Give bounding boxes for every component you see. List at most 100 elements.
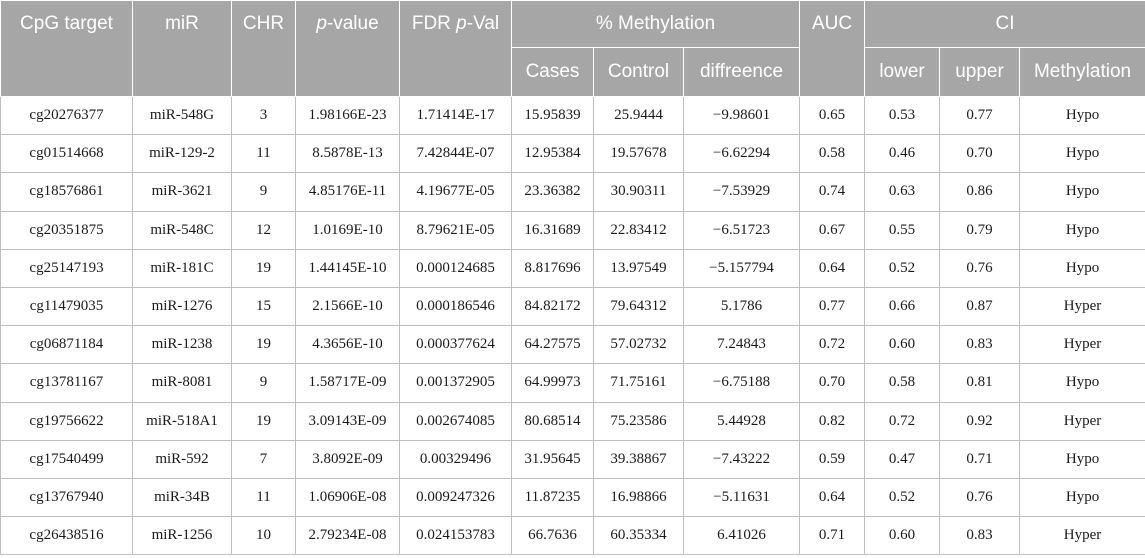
table-row: cg06871184 miR-1238 19 4.3656E-10 0.00037762…: [0, 325, 1145, 365]
cell-methylation: Hyper: [1019, 325, 1145, 365]
cell-pvalue: 4.3656E-10: [295, 325, 400, 365]
cell-difference: −7.53929: [682, 172, 801, 212]
cell-fdr-pval: 0.024153783: [399, 516, 512, 556]
cell-difference: −6.62294: [682, 134, 801, 174]
cell-auc: 0.65: [799, 95, 866, 136]
cell-difference: −5.11631: [682, 477, 801, 518]
cell-pvalue: 1.98166E-23: [295, 95, 400, 136]
fdr-suffix: -Val: [466, 13, 500, 34]
col-header-mir: miR: [132, 0, 232, 97]
cell-control: 16.98866: [593, 477, 684, 518]
col-header-cases: Cases: [511, 47, 594, 97]
cell-pvalue: 1.44145E-10: [295, 248, 400, 288]
cell-ci-upper: 0.92: [939, 401, 1021, 441]
cell-cpg-target: cg06871184: [0, 325, 133, 365]
cell-cpg-target: cg13767940: [0, 477, 133, 518]
cell-methylation: Hypo: [1019, 363, 1145, 403]
cell-mir: miR-548G: [132, 95, 232, 136]
cell-cpg-target: cg20276377: [0, 95, 133, 136]
cell-cases: 64.27575: [511, 325, 594, 365]
cell-chr: 11: [231, 134, 296, 174]
cell-control: 39.38867: [593, 439, 684, 479]
cell-chr: 11: [231, 477, 296, 518]
cell-difference: −6.75188: [682, 363, 801, 403]
cell-chr: 7: [231, 439, 296, 479]
cell-pvalue: 8.5878E-13: [295, 134, 400, 174]
cell-cases: 84.82172: [511, 286, 594, 327]
cell-ci-upper: 0.83: [939, 325, 1021, 365]
cell-mir: miR-3621: [132, 172, 232, 212]
cell-auc: 0.67: [799, 210, 866, 250]
cell-control: 22.83412: [593, 210, 684, 250]
table-header: CpG target miR CHR p-value FDR p-Val % M…: [0, 0, 1145, 97]
cell-ci-lower: 0.58: [864, 363, 941, 403]
cell-fdr-pval: 7.42844E-07: [399, 134, 512, 174]
col-header-upper: upper: [939, 47, 1021, 97]
col-header-chr: CHR: [231, 0, 296, 97]
cell-cpg-target: cg01514668: [0, 134, 133, 174]
cell-fdr-pval: 0.000124685: [399, 248, 512, 288]
cell-ci-lower: 0.46: [864, 134, 941, 174]
cell-ci-lower: 0.72: [864, 401, 941, 441]
cell-cpg-target: cg19756622: [0, 401, 133, 441]
cell-ci-lower: 0.47: [864, 439, 941, 479]
cell-cpg-target: cg17540499: [0, 439, 133, 479]
cell-fdr-pval: 1.71414E-17: [399, 95, 512, 136]
cell-difference: 7.24843: [682, 325, 801, 365]
cell-mir: miR-34B: [132, 477, 232, 518]
cell-ci-lower: 0.52: [864, 248, 941, 288]
cell-difference: −7.43222: [682, 439, 801, 479]
cell-difference: −5.157794: [682, 248, 801, 288]
cell-mir: miR-1276: [132, 286, 232, 327]
table-row: cg20351875 miR-548C 12 1.0169E-10 8.79621E-0…: [0, 210, 1145, 250]
cell-cases: 80.68514: [511, 401, 594, 441]
cell-ci-lower: 0.66: [864, 286, 941, 327]
cell-cases: 8.817696: [511, 248, 594, 288]
col-header-fdr-pval: FDR p-Val: [399, 0, 512, 97]
table-row: cg11479035 miR-1276 15 2.1566E-10 0.00018654…: [0, 286, 1145, 327]
cell-auc: 0.77: [799, 286, 866, 327]
table-row: cg17540499 miR-592 7 3.8092E-09 0.00329496 31…: [0, 439, 1145, 479]
cell-mir: miR-548C: [132, 210, 232, 250]
cell-mir: miR-129-2: [132, 134, 232, 174]
cell-methylation: Hypo: [1019, 210, 1145, 250]
cell-mir: miR-592: [132, 439, 232, 479]
cell-ci-upper: 0.76: [939, 477, 1021, 518]
cell-methylation: Hypo: [1019, 439, 1145, 479]
cell-chr: 9: [231, 363, 296, 403]
cell-methylation: Hypo: [1019, 172, 1145, 212]
cell-cases: 64.99973: [511, 363, 594, 403]
cell-auc: 0.59: [799, 439, 866, 479]
cell-control: 19.57678: [593, 134, 684, 174]
cell-methylation: Hypo: [1019, 95, 1145, 136]
pvalue-suffix: -value: [326, 13, 379, 34]
cell-fdr-pval: 0.000377624: [399, 325, 512, 365]
pvalue-italic-p: p: [316, 13, 327, 34]
cell-pvalue: 4.85176E-11: [295, 172, 400, 212]
cell-fdr-pval: 0.009247326: [399, 477, 512, 518]
cell-cpg-target: cg11479035: [0, 286, 133, 327]
cell-cpg-target: cg18576861: [0, 172, 133, 212]
cell-difference: 5.44928: [682, 401, 801, 441]
cell-fdr-pval: 4.19677E-05: [399, 172, 512, 212]
cell-mir: miR-1256: [132, 516, 232, 556]
table-row: cg01514668 miR-129-2 11 8.5878E-13 7.42844E-…: [0, 134, 1145, 174]
cell-ci-lower: 0.60: [864, 516, 941, 556]
cell-fdr-pval: 0.002674085: [399, 401, 512, 441]
table-row: cg19756622 miR-518A1 19 3.09143E-09 0.002674…: [0, 401, 1145, 441]
cell-control: 60.35334: [593, 516, 684, 556]
cell-methylation: Hyper: [1019, 286, 1145, 327]
cell-cases: 23.36382: [511, 172, 594, 212]
cell-mir: miR-1238: [132, 325, 232, 365]
cell-difference: 5.1786: [682, 286, 801, 327]
cell-pvalue: 1.58717E-09: [295, 363, 400, 403]
table-row: cg20276377 miR-548G 3 1.98166E-23 1.71414E-1…: [0, 95, 1145, 136]
cell-cases: 12.95384: [511, 134, 594, 174]
cell-pvalue: 2.1566E-10: [295, 286, 400, 327]
cell-pvalue: 3.09143E-09: [295, 401, 400, 441]
col-header-auc: AUC: [799, 0, 866, 97]
col-header-lower: lower: [864, 47, 941, 97]
cell-auc: 0.64: [799, 248, 866, 288]
cell-pvalue: 1.06906E-08: [295, 477, 400, 518]
